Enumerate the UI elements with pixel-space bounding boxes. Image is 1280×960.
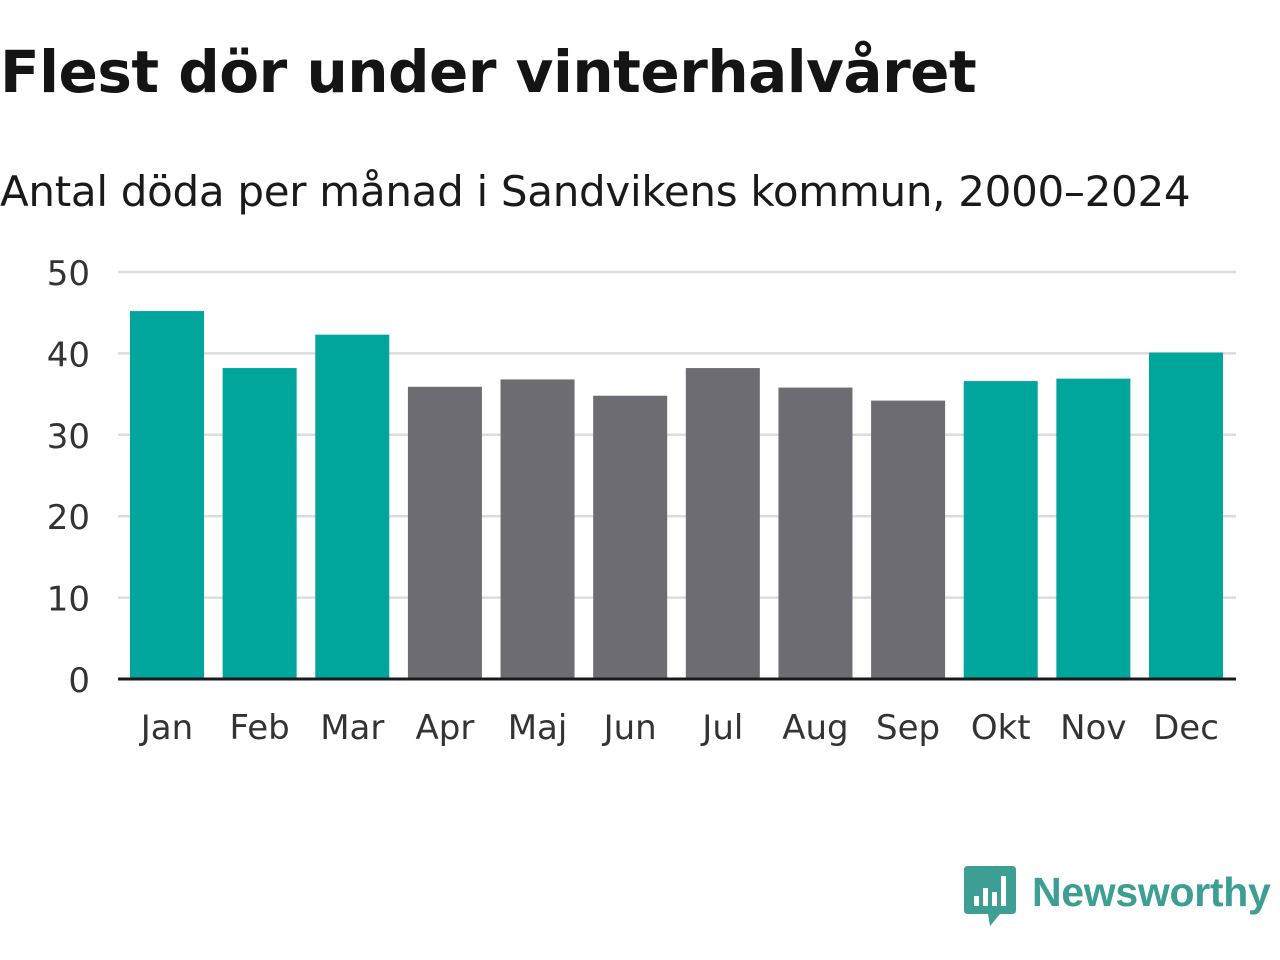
bar-dec (1149, 352, 1223, 679)
y-tick-label: 40 (47, 335, 90, 375)
chart-subtitle: Antal döda per månad i Sandvikens kommun… (0, 167, 1191, 216)
bar-jan (130, 311, 204, 679)
bar-nov (1056, 378, 1131, 679)
x-tick-label: Nov (1060, 708, 1126, 748)
bar-mar (315, 334, 390, 679)
y-tick-labels: 0 10 20 30 40 50 (47, 254, 90, 701)
x-tick-label: Sep (876, 708, 940, 748)
y-tick-label: 0 (68, 661, 90, 701)
x-tick-label: Jun (602, 708, 657, 748)
y-tick-label: 50 (47, 254, 90, 294)
newsworthy-logo: Newsworthy (964, 866, 1271, 928)
bar-apr (407, 386, 482, 679)
y-tick-label: 30 (47, 417, 90, 457)
bar-jun (593, 395, 668, 679)
x-tick-labels: Jan Feb Mar Apr Maj Jun Jul Aug Sep Okt Nov Dec (139, 708, 1219, 748)
bar-aug (778, 387, 853, 679)
grid-lines (118, 270, 1236, 599)
x-tick-label: Okt (971, 708, 1031, 748)
y-tick-label: 10 (47, 580, 90, 620)
x-tick-label: Dec (1153, 708, 1219, 748)
x-tick-label: Apr (415, 708, 474, 748)
newsworthy-chart-bubble-icon (964, 866, 1016, 926)
x-tick-label: Aug (782, 708, 848, 748)
bar-okt (963, 381, 1038, 679)
bar-jul (685, 368, 760, 679)
bar-maj (500, 379, 575, 679)
chart-title: Flest dör under vinterhalvåret (0, 38, 977, 106)
bar-sep (871, 400, 946, 679)
bars (130, 311, 1223, 679)
logo-text: Newsworthy (1032, 868, 1271, 915)
x-tick-label: Feb (230, 708, 290, 748)
x-tick-label: Maj (508, 708, 568, 748)
y-tick-label: 20 (47, 498, 90, 538)
x-tick-label: Jan (139, 708, 193, 748)
x-tick-label: Jul (700, 708, 743, 748)
x-tick-label: Mar (320, 708, 384, 748)
bar-feb (222, 368, 297, 679)
